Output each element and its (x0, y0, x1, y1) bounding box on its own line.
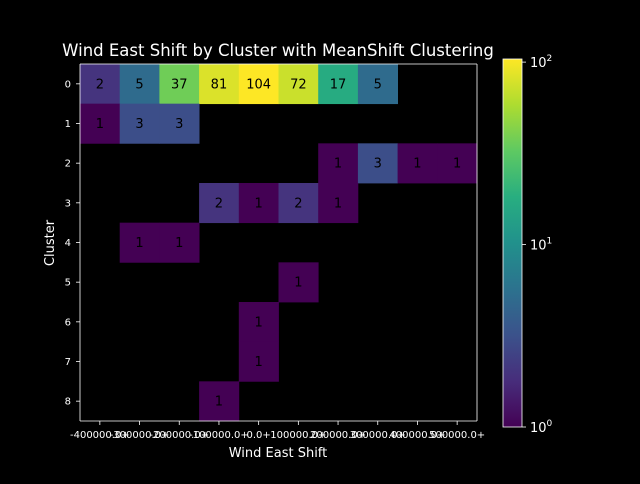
heatmap-cell (238, 341, 279, 382)
cell-value-label: 1 (96, 117, 104, 132)
x-tick-label: 100000.0+ (270, 430, 326, 441)
y-tick-label: 6 (65, 317, 71, 328)
heatmap-cells (80, 64, 478, 422)
cell-value-label: 104 (246, 77, 271, 92)
heatmap-cell (159, 222, 200, 263)
cell-value-label: 2 (294, 196, 302, 211)
x-axis-label: Wind East Shift (229, 446, 328, 461)
heatmap-cell (397, 143, 438, 184)
cell-value-label: 1 (294, 276, 302, 291)
heatmap-cell (199, 183, 240, 224)
colorbar: 100 101 102 (502, 54, 553, 436)
cell-value-label: 3 (374, 157, 382, 172)
heatmap-cell (357, 64, 398, 105)
cell-value-labels: 2 5 37 81 104 72 17 5 1 3 3 1 3 1 1 2 1 2 1 1 1 1 1 1 1 (96, 77, 462, 409)
cell-value-label: 1 (334, 196, 342, 211)
cell-value-label: 81 (211, 77, 228, 92)
cell-value-label: 1 (255, 196, 263, 211)
colorbar-ticks: 100 101 102 (522, 54, 553, 436)
x-tick-label: -300000.0+ (110, 430, 170, 441)
heatmap-cell (357, 143, 398, 184)
heatmap-cell (199, 64, 240, 105)
heatmap-cell (119, 222, 160, 263)
heatmap-cell (80, 64, 121, 105)
cell-value-label: 2 (215, 196, 223, 211)
heatmap-cell (278, 183, 319, 224)
y-tick-label: 4 (65, 238, 71, 249)
y-axis-ticks: 0 1 2 3 4 5 6 7 8 (65, 79, 80, 408)
cell-value-label: 5 (374, 77, 382, 92)
heatmap-cell (437, 143, 478, 184)
cell-value-label: 5 (135, 77, 143, 92)
cell-value-label: 72 (290, 77, 307, 92)
y-axis-label: Cluster (43, 219, 58, 266)
cell-value-label: 2 (96, 77, 104, 92)
cell-value-label: 17 (330, 77, 347, 92)
cell-value-label: 1 (453, 157, 461, 172)
heatmap-cell (159, 64, 200, 105)
y-tick-label: 8 (65, 397, 71, 408)
cell-value-label: 1 (255, 315, 263, 330)
chart-title: Wind East Shift by Cluster with MeanShif… (62, 41, 494, 60)
heatmap-cell (238, 64, 279, 105)
x-tick-label: -200000.0+ (149, 430, 209, 441)
cell-value-label: 1 (334, 157, 342, 172)
heatmap-cell (238, 183, 279, 224)
y-tick-label: 2 (65, 159, 71, 170)
cell-value-label: 3 (175, 117, 183, 132)
x-tick-label: 400000.0+ (389, 430, 445, 441)
cell-value-label: 37 (171, 77, 188, 92)
y-tick-label: 1 (65, 119, 71, 130)
x-tick-label: 300000.0+ (350, 430, 406, 441)
y-tick-label: 5 (65, 278, 71, 289)
heatmap-cell (119, 103, 160, 144)
y-tick-label: 7 (65, 357, 71, 368)
heatmap-cell (318, 183, 359, 224)
x-tick-label: 0.0+ (247, 430, 271, 441)
heatmap-cell (318, 143, 359, 184)
heatmap-cell (318, 64, 359, 105)
heatmap-cell (159, 103, 200, 144)
y-tick-label: 3 (65, 198, 71, 209)
heatmap-cell (80, 103, 121, 144)
x-tick-label: 200000.0+ (310, 430, 366, 441)
x-tick-label: -100000.0+ (189, 430, 249, 441)
colorbar-tick-label: 100 (530, 419, 553, 436)
x-axis-ticks: -400000.0+-300000.0+-200000.0+-100000.0+… (70, 421, 485, 441)
cell-value-label: 1 (413, 157, 421, 172)
cell-value-label: 1 (175, 236, 183, 251)
y-tick-label: 0 (65, 79, 71, 90)
colorbar-tick-label: 101 (530, 237, 552, 254)
heatmap-cell (199, 381, 240, 422)
colorbar-tick-label: 102 (530, 54, 552, 71)
cell-value-label: 1 (135, 236, 143, 251)
cell-value-label: 1 (255, 355, 263, 370)
heatmap-cell (119, 64, 160, 105)
x-tick-label: 500000.0+ (429, 430, 485, 441)
heatmap-cell (238, 302, 279, 343)
heatmap-cell (278, 262, 319, 303)
cell-value-label: 1 (215, 395, 223, 410)
x-tick-label: -400000.0+ (70, 430, 130, 441)
cell-value-label: 3 (135, 117, 143, 132)
colorbar-gradient (502, 58, 523, 428)
heatmap-cell (278, 64, 319, 105)
